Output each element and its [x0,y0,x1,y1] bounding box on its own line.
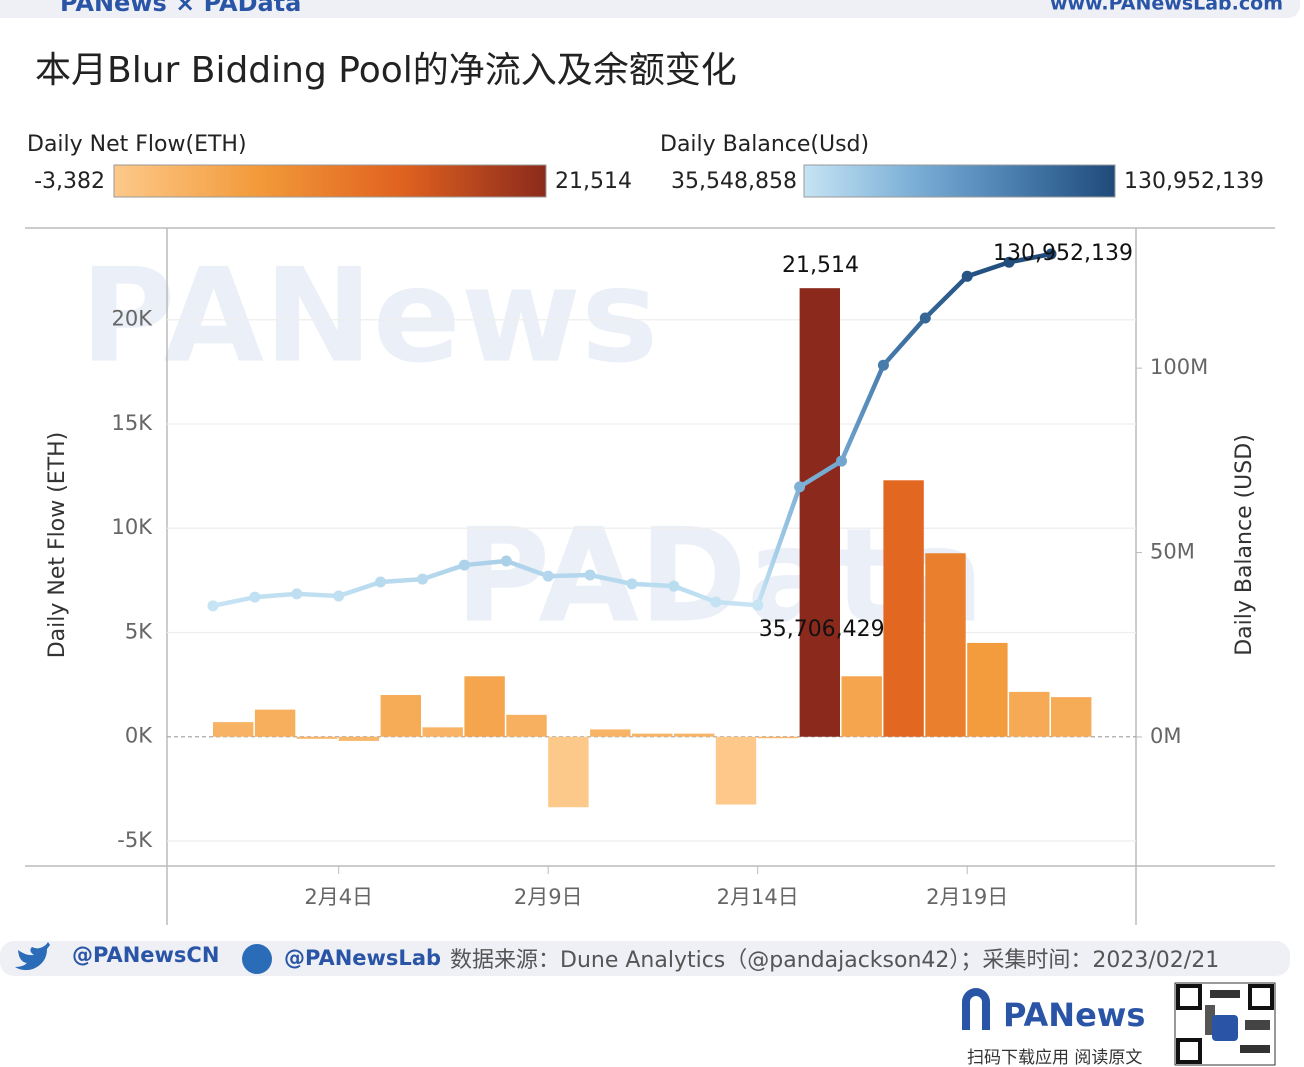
y-tick-label: -5K [117,828,153,852]
y2-tick-label: 100M [1150,355,1208,379]
bar [967,642,1008,737]
line-point [249,591,261,603]
qr-caption: 扫码下载应用 阅读原文 [967,1048,1142,1067]
legend-ramp [113,164,547,198]
bar [883,480,924,737]
line-point [458,559,470,571]
y-tick-label: 15K [112,411,154,435]
bar [799,288,840,737]
x-tick-label: 2月19日 [926,885,1008,909]
line-point [542,570,554,582]
footer-bar [0,941,1290,976]
y-tick-label: 10K [112,515,154,539]
bar [296,736,338,739]
qr-code [1174,982,1276,1066]
line-point [794,481,806,493]
line-point [1003,256,1015,268]
bar [632,733,673,737]
footer-facebook: @PANewsLab [284,946,441,970]
legend-max: 21,514 [555,169,632,194]
footer-logo: PANews [1003,996,1145,1034]
plot-frame [25,227,1275,925]
line-point [207,600,219,612]
header-url: www.PANewsLab.com [1050,0,1283,15]
line-point [375,576,387,588]
bar [590,729,631,737]
line-point [752,599,764,611]
bar [841,676,882,737]
facebook-icon [242,944,272,974]
data-label: 35,706,429 [759,617,885,642]
bar [464,676,505,737]
bar [506,714,547,737]
y2-tick-label: 50M [1150,540,1195,564]
legend-max: 130,952,139 [1124,169,1264,194]
line-point [919,312,931,324]
line-point [626,578,638,590]
line-point [710,596,722,608]
y-tick-label: 20K [112,307,154,331]
bar [715,736,757,805]
footer-source: 数据来源：Dune Analytics（@pandajackson42）；采集时… [450,948,1219,973]
bar [380,695,421,737]
data-label: 21,514 [782,253,859,278]
line-point [584,569,596,581]
logo-icon [962,988,990,1030]
bar [338,736,380,741]
data-label: 130,952,139 [993,241,1133,266]
line-point [877,359,889,371]
bar [673,733,715,737]
watermark: PANews [80,240,658,392]
y-axis-label: Daily Net Flow (ETH) [45,432,70,659]
footer-twitter: @PANewsCN [72,943,219,967]
chart-title: 本月Blur Bidding Pool的净流入及余额变化 [35,50,737,91]
bar [548,736,589,808]
x-tick-label: 2月4日 [304,885,373,909]
line-point [291,588,303,600]
line-point [1045,248,1057,260]
header-brand: PANews × PAData [60,0,301,17]
line-point [333,590,345,602]
bar [925,553,966,737]
legend-title: Daily Balance(Usd) [660,132,869,157]
legend-min: -3,382 [34,169,105,194]
header-bar [0,0,1300,18]
x-tick-label: 2月9日 [514,885,583,909]
y-tick-label: 0K [125,724,153,748]
bar [254,709,296,737]
x-tick-label: 2月14日 [717,885,799,909]
line-point [836,455,847,467]
line-point [668,580,680,592]
y2-tick-label: 0M [1150,724,1181,748]
y-tick-label: 5K [125,619,153,643]
bar [1051,697,1092,737]
y2-axis-label: Daily Balance (USD) [1232,434,1257,656]
legend-min: 35,548,858 [671,169,797,194]
line-point [961,270,973,282]
legend-ramp [803,164,1116,198]
line-point [500,555,512,567]
line-point [417,573,428,585]
bar [213,722,254,737]
legend-title: Daily Net Flow(ETH) [27,132,247,157]
bar [422,727,463,737]
bar [757,736,799,739]
twitter-icon [15,942,50,971]
bar [1009,691,1050,737]
